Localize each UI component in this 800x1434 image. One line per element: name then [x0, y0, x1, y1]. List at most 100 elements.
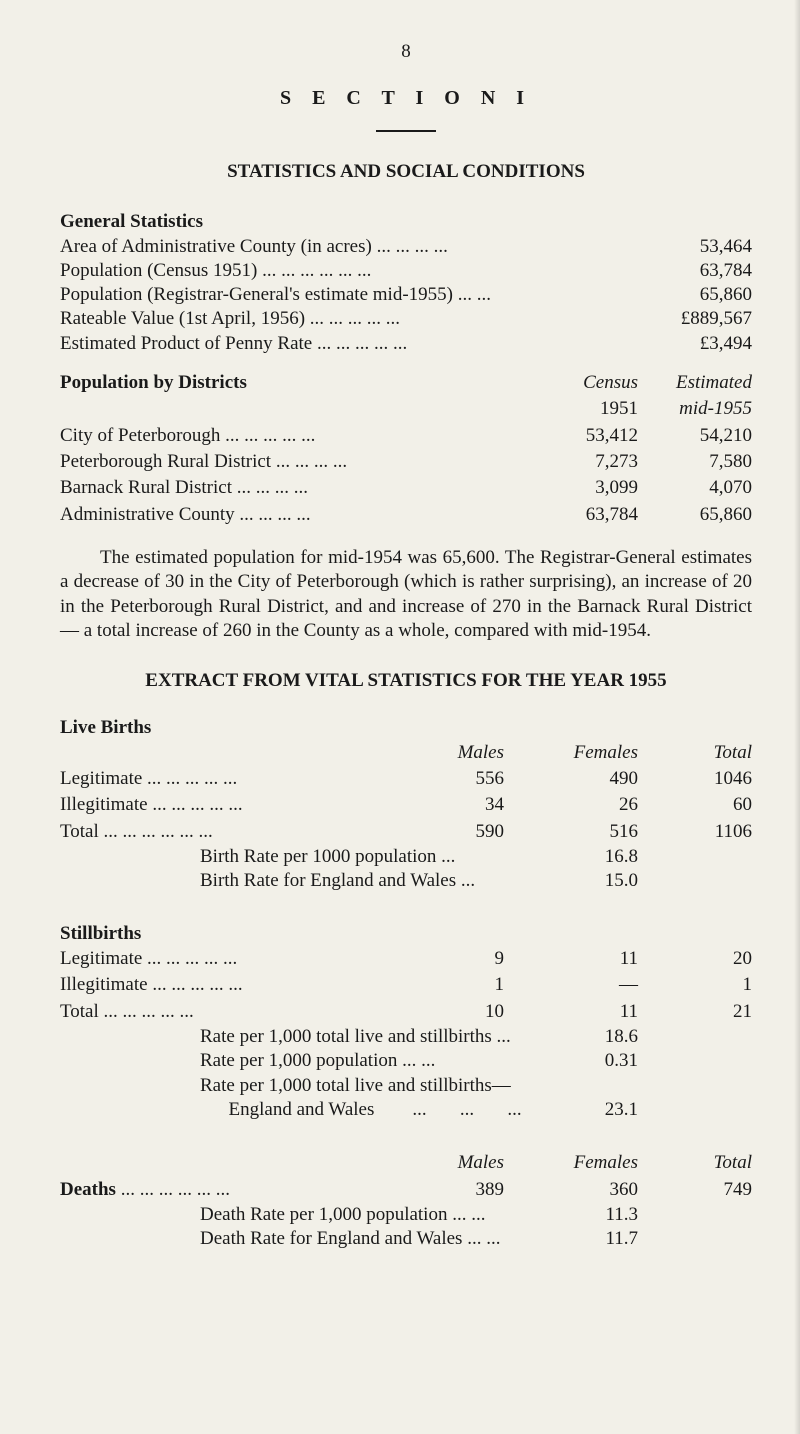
rate-label: Rate per 1,000 total live and stillbirth…	[200, 1025, 511, 1049]
cell: 60	[662, 792, 752, 818]
districts-heading: Population by Districts	[60, 370, 528, 396]
col-year: 1951	[528, 396, 662, 422]
rate-value: 16.8	[528, 845, 752, 869]
stat-value: £3,494	[700, 332, 752, 356]
district-est: 65,860	[662, 502, 752, 528]
rate-row: Death Rate for England and Wales ... ...…	[60, 1227, 752, 1251]
cell: 20	[662, 946, 752, 972]
table-row: Illegitimate ... ... ... ... ... 1 — 1	[60, 972, 752, 998]
rate-row: England and Wales ... ... ... 23.1	[60, 1098, 752, 1122]
cell: 516	[528, 819, 662, 845]
live-births-heading: Live Births	[60, 716, 752, 740]
stat-label: Estimated Product of Penny Rate ... ... …	[60, 332, 407, 356]
district-est: 4,070	[662, 475, 752, 501]
col-males: Males	[394, 740, 528, 766]
row-label: Illegitimate ... ... ... ... ...	[60, 972, 394, 998]
stat-row: Rateable Value (1st April, 1956) ... ...…	[60, 307, 752, 331]
rate-value: 11.3	[528, 1203, 752, 1227]
stat-label: Area of Administrative County (in acres)…	[60, 235, 448, 259]
district-census: 63,784	[528, 502, 662, 528]
stat-label: Population (Registrar-General's estimate…	[60, 283, 491, 307]
district-label: Administrative County ... ... ... ...	[60, 502, 528, 528]
row-label: Deaths ... ... ... ... ... ...	[60, 1177, 394, 1203]
rate-row: Rate per 1,000 total live and stillbirth…	[60, 1074, 752, 1098]
col-females: Females	[528, 740, 662, 766]
page-number: 8	[60, 40, 752, 64]
deaths-table: Males Females Total Deaths ... ... ... .…	[60, 1150, 752, 1203]
table-row: Administrative County ... ... ... ... 63…	[60, 502, 752, 528]
district-label: Peterborough Rural District ... ... ... …	[60, 449, 528, 475]
rate-label: England and Wales ... ... ...	[200, 1098, 522, 1122]
col-females: Females	[528, 1150, 662, 1176]
col-total: Total	[662, 1150, 752, 1176]
cell: 556	[394, 766, 528, 792]
rate-label: Death Rate per 1,000 population ... ...	[200, 1203, 485, 1227]
rate-row: Rate per 1,000 population ... ... 0.31	[60, 1049, 752, 1073]
rate-value: 15.0	[528, 869, 752, 893]
cell: 10	[394, 999, 528, 1025]
rate-label: Rate per 1,000 total live and stillbirth…	[200, 1075, 511, 1096]
rate-row: Birth Rate per 1000 population ... 16.8	[60, 845, 752, 869]
stillbirths-table: Legitimate ... ... ... ... ... 9 11 20 I…	[60, 946, 752, 1025]
col-males: Males	[394, 1150, 528, 1176]
table-row: Illegitimate ... ... ... ... ... 34 26 6…	[60, 792, 752, 818]
section-label: S E C T I O N I	[60, 86, 752, 112]
table-row: Peterborough Rural District ... ... ... …	[60, 449, 752, 475]
cell: 1046	[662, 766, 752, 792]
stat-value: £889,567	[681, 307, 752, 331]
rate-value: 23.1	[528, 1098, 752, 1122]
district-census: 7,273	[528, 449, 662, 475]
rate-value: 11.7	[528, 1227, 752, 1251]
stat-row: Population (Census 1951) ... ... ... ...…	[60, 259, 752, 283]
stat-value: 63,784	[700, 259, 752, 283]
extract-title: EXTRACT FROM VITAL STATISTICS FOR THE YE…	[60, 669, 752, 693]
stat-value: 65,860	[700, 283, 752, 307]
district-est: 7,580	[662, 449, 752, 475]
table-row: City of Peterborough ... ... ... ... ...…	[60, 423, 752, 449]
table-row: Total ... ... ... ... ... 10 11 21	[60, 999, 752, 1025]
col-total: Total	[662, 740, 752, 766]
rate-label: Death Rate for England and Wales ... ...	[200, 1227, 500, 1251]
cell: 34	[394, 792, 528, 818]
stat-value: 53,464	[700, 235, 752, 259]
body-paragraph: The estimated population for mid-1954 wa…	[60, 546, 752, 643]
col-estimated: Estimated	[662, 370, 752, 396]
cell: 11	[528, 999, 662, 1025]
rate-row: Death Rate per 1,000 population ... ... …	[60, 1203, 752, 1227]
cell: 21	[662, 999, 752, 1025]
table-row: Barnack Rural District ... ... ... ... 3…	[60, 475, 752, 501]
row-label: Legitimate ... ... ... ... ...	[60, 766, 394, 792]
cell: 389	[394, 1177, 528, 1203]
cell: 490	[528, 766, 662, 792]
table-row: Total ... ... ... ... ... ... 590 516 11…	[60, 819, 752, 845]
row-label: Total ... ... ... ... ... ...	[60, 819, 394, 845]
district-label: Barnack Rural District ... ... ... ...	[60, 475, 528, 501]
stillbirths-heading: Stillbirths	[60, 922, 752, 946]
col-mid: mid-1955	[662, 396, 752, 422]
stat-label: Population (Census 1951) ... ... ... ...…	[60, 259, 371, 283]
rate-label: Rate per 1,000 population ... ...	[200, 1049, 435, 1073]
row-label: Legitimate ... ... ... ... ...	[60, 946, 394, 972]
cell: 1	[394, 972, 528, 998]
rate-label: Birth Rate for England and Wales ...	[200, 869, 475, 893]
stat-row: Population (Registrar-General's estimate…	[60, 283, 752, 307]
divider	[376, 130, 436, 132]
rate-row: Birth Rate for England and Wales ... 15.…	[60, 869, 752, 893]
rate-label: Birth Rate per 1000 population ...	[200, 845, 455, 869]
cell: 590	[394, 819, 528, 845]
stat-row: Area of Administrative County (in acres)…	[60, 235, 752, 259]
table-row: Legitimate ... ... ... ... ... 9 11 20	[60, 946, 752, 972]
rate-value: 0.31	[528, 1049, 752, 1073]
cell: —	[528, 972, 662, 998]
cell: 1	[662, 972, 752, 998]
cell: 1106	[662, 819, 752, 845]
main-title: STATISTICS AND SOCIAL CONDITIONS	[60, 160, 752, 184]
general-statistics-heading: General Statistics	[60, 210, 752, 234]
rate-row: Rate per 1,000 total live and stillbirth…	[60, 1025, 752, 1049]
cell: 360	[528, 1177, 662, 1203]
districts-table: Population by Districts Census Estimated…	[60, 370, 752, 528]
table-row: Deaths ... ... ... ... ... ... 389 360 7…	[60, 1177, 752, 1203]
rate-value: 18.6	[528, 1025, 752, 1049]
cell: 11	[528, 946, 662, 972]
table-row: Legitimate ... ... ... ... ... 556 490 1…	[60, 766, 752, 792]
